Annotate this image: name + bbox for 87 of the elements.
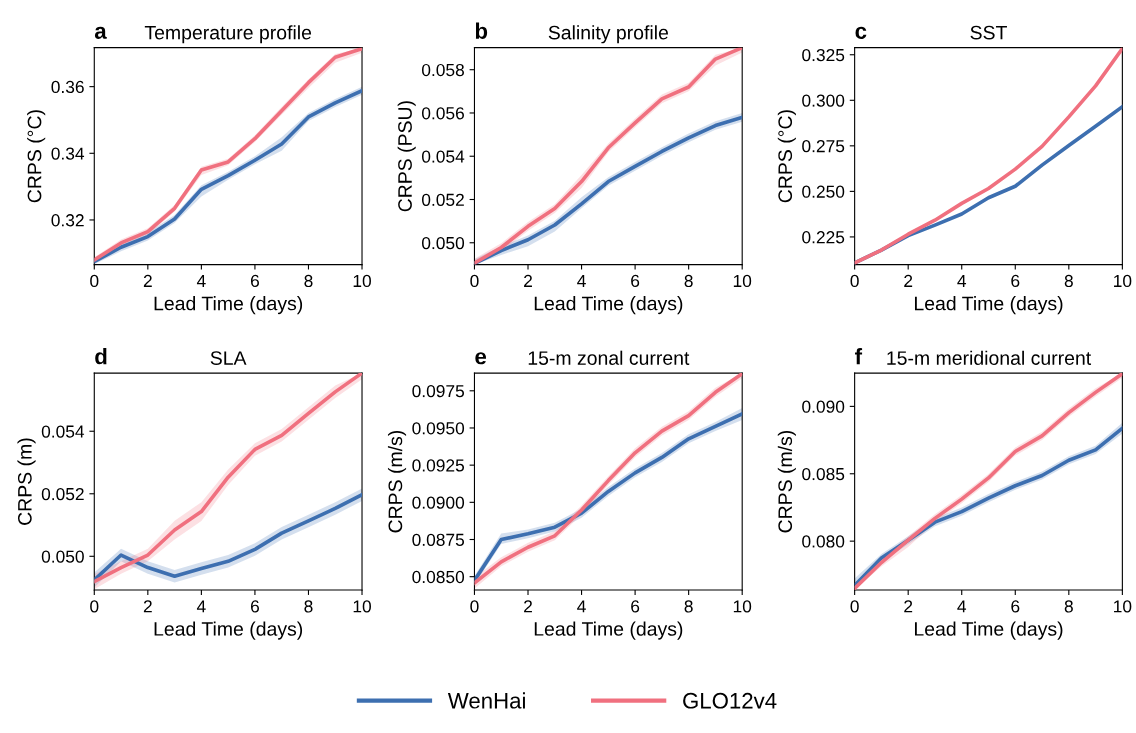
y-tick-label: 0.0950 xyxy=(412,422,465,435)
x-tick-label: 10 xyxy=(1114,274,1132,288)
x-tick-label: 2 xyxy=(524,274,532,287)
x-axis-title: Lead Time (days) xyxy=(534,296,683,315)
x-axis-title: Lead Time (days) xyxy=(914,296,1063,315)
y-tick-label: 0.300 xyxy=(802,94,845,107)
chart-title: SST xyxy=(970,25,1007,40)
x-axis-title: Lead Time (days) xyxy=(154,296,303,315)
x-tick-label: 2 xyxy=(904,274,913,287)
y-tick-label: 0.080 xyxy=(802,535,845,548)
x-tick-label: 10 xyxy=(733,274,752,288)
x-tick-label: 10 xyxy=(1114,600,1132,613)
chart-title: Salinity profile xyxy=(548,25,668,44)
text: d xyxy=(95,348,107,365)
y-tick-label: 0.054 xyxy=(41,425,85,438)
y-tick-label: 0.052 xyxy=(421,193,464,206)
y-tick-label: 0.0875 xyxy=(412,533,465,546)
x-axis-title: Lead Time (days) xyxy=(154,621,303,640)
y-axis-title: CRPS (m/s) xyxy=(777,430,796,533)
y-tick-label: 0.090 xyxy=(802,400,845,413)
y-tick-label: 0.0900 xyxy=(412,496,465,509)
x-tick-label: 8 xyxy=(684,274,693,288)
y-tick-label: 0.0925 xyxy=(412,459,465,472)
x-tick-label: 6 xyxy=(1011,274,1020,288)
y-axis-title: CRPS (m/s) xyxy=(387,430,407,533)
x-tick-label: 8 xyxy=(304,274,313,288)
x-tick-label: 4 xyxy=(196,600,206,613)
y-axis-title: CRPS (°C) xyxy=(27,110,46,203)
y-tick-label: 0.050 xyxy=(41,550,84,563)
chart-title: Temperature profile xyxy=(144,25,312,44)
x-tick-label: 6 xyxy=(631,600,640,613)
x-tick-label: 10 xyxy=(353,274,371,288)
y-tick-label: 0.054 xyxy=(421,150,465,163)
x-tick-label: 4 xyxy=(577,274,586,287)
y-tick-label: 0.0850 xyxy=(412,570,465,584)
x-tick-label: 4 xyxy=(577,600,586,613)
legend-label: GLO12v4 xyxy=(683,692,777,709)
text: f xyxy=(855,348,863,365)
x-tick-label: 4 xyxy=(196,274,206,287)
y-axis-title: CRPS (°C) xyxy=(777,110,796,203)
x-tick-label: 4 xyxy=(957,600,967,613)
x-tick-label: 0 xyxy=(90,274,99,288)
text: e xyxy=(475,352,487,365)
legend-label: WenHai xyxy=(447,692,525,709)
x-tick-label: 8 xyxy=(1064,600,1073,613)
x-tick-label: 10 xyxy=(733,600,752,613)
x-tick-label: 0 xyxy=(470,274,479,288)
y-tick-label: 0.225 xyxy=(802,231,845,244)
chart-title: SLA xyxy=(210,351,247,365)
y-tick-label: 0.050 xyxy=(421,236,465,250)
y-tick-label: 0.275 xyxy=(802,140,845,153)
x-tick-label: 0 xyxy=(90,600,99,613)
x-tick-label: 4 xyxy=(957,274,967,287)
chart-title: 15-m meridional current xyxy=(887,350,1092,365)
x-tick-label: 6 xyxy=(1011,600,1020,613)
x-tick-label: 2 xyxy=(143,600,152,613)
y-tick-label: 0.32 xyxy=(51,214,84,227)
x-tick-label: 6 xyxy=(250,274,259,288)
x-tick-label: 8 xyxy=(1064,274,1073,288)
x-tick-label: 2 xyxy=(143,274,152,287)
x-tick-label: 0 xyxy=(850,600,859,613)
text: c xyxy=(855,26,867,39)
x-tick-label: 0 xyxy=(850,274,859,288)
x-tick-label: 2 xyxy=(524,600,532,613)
y-tick-label: 0.085 xyxy=(802,467,845,481)
y-tick-label: 0.056 xyxy=(421,107,464,120)
y-axis-title: CRPS (PSU) xyxy=(397,101,416,212)
x-tick-label: 10 xyxy=(353,600,371,613)
y-tick-label: 0.052 xyxy=(41,487,84,501)
y-tick-label: 0.36 xyxy=(51,80,84,94)
text: a xyxy=(94,26,107,39)
x-tick-label: 6 xyxy=(631,274,640,288)
text: b xyxy=(475,22,488,39)
x-axis-title: Lead Time (days) xyxy=(534,621,683,640)
x-tick-label: 8 xyxy=(684,600,693,613)
y-tick-label: 0.0975 xyxy=(412,384,465,398)
y-axis-title: CRPS (m) xyxy=(17,438,36,525)
y-tick-label: 0.34 xyxy=(51,147,85,160)
x-tick-label: 2 xyxy=(904,600,913,613)
chart-title: 15-m zonal current xyxy=(528,350,690,365)
y-tick-label: 0.058 xyxy=(421,63,464,77)
x-tick-label: 6 xyxy=(250,600,259,613)
y-tick-label: 0.250 xyxy=(802,185,845,198)
x-tick-label: 8 xyxy=(304,600,313,613)
y-tick-label: 0.325 xyxy=(802,48,845,62)
x-axis-title: Lead Time (days) xyxy=(914,621,1063,640)
x-tick-label: 0 xyxy=(470,600,479,613)
